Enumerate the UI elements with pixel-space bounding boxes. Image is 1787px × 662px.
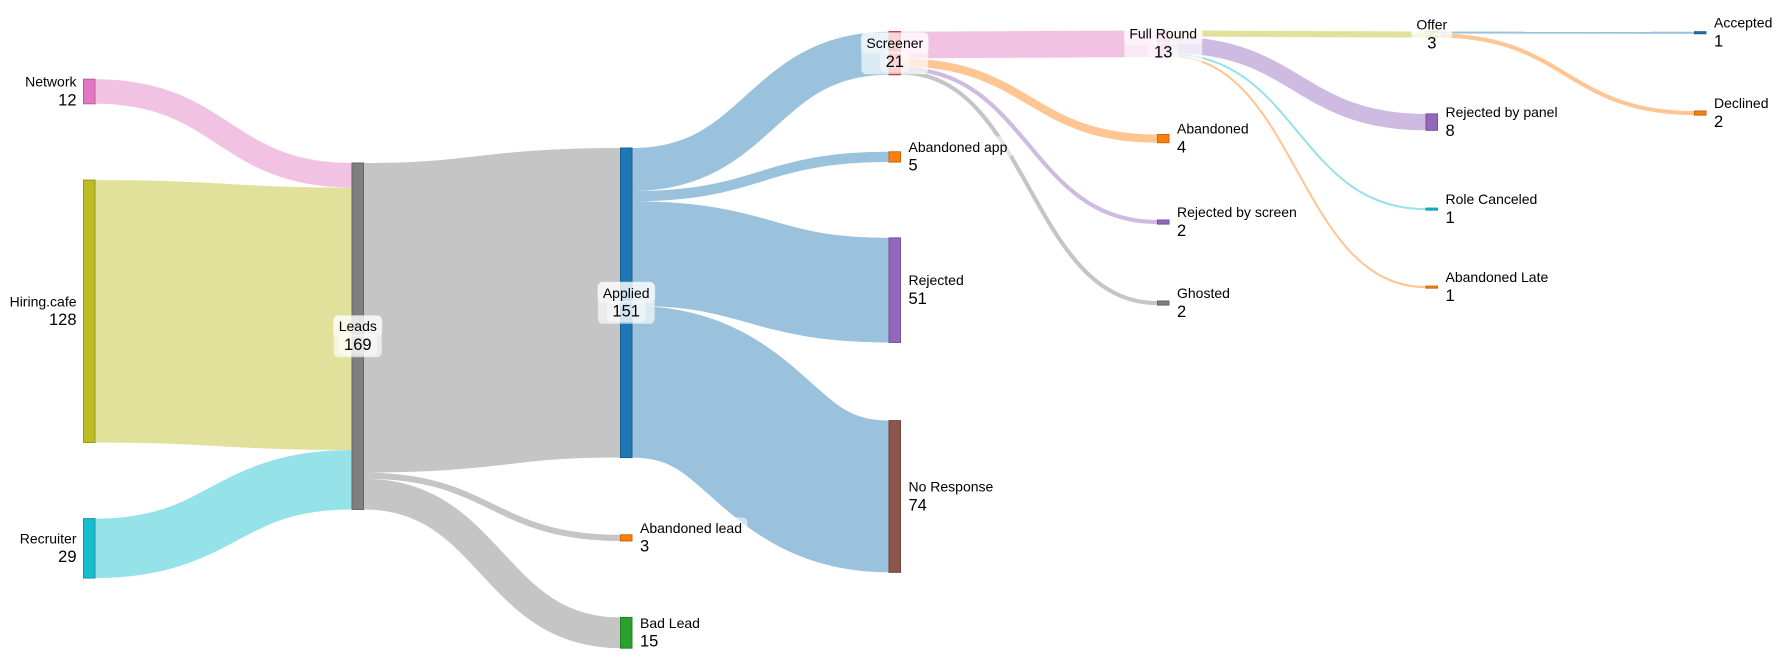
svg-text:74: 74 [909,496,927,514]
svg-text:5: 5 [909,157,918,175]
svg-text:21: 21 [886,53,904,71]
svg-text:Abandoned lead: Abandoned lead [640,520,742,536]
svg-text:169: 169 [344,336,372,354]
svg-text:Rejected by panel: Rejected by panel [1446,104,1558,120]
svg-text:13: 13 [1154,44,1172,62]
svg-text:3: 3 [1427,34,1436,52]
svg-text:Offer: Offer [1416,17,1447,33]
svg-text:Hiring.cafe: Hiring.cafe [10,293,77,309]
svg-text:Ghosted: Ghosted [1177,285,1230,301]
svg-text:15: 15 [640,633,658,651]
svg-text:Applied: Applied [603,285,650,301]
svg-text:Role Canceled: Role Canceled [1446,191,1538,207]
svg-text:Recruiter: Recruiter [20,530,77,546]
svg-text:2: 2 [1714,113,1723,131]
svg-text:Leads: Leads [339,318,377,334]
svg-text:2: 2 [1177,303,1186,321]
svg-text:2: 2 [1177,222,1186,240]
svg-text:29: 29 [58,548,76,566]
svg-text:128: 128 [49,311,77,329]
svg-text:Abandoned: Abandoned [1177,121,1249,137]
svg-text:Full Round: Full Round [1129,26,1197,42]
svg-text:3: 3 [640,538,649,556]
svg-text:1: 1 [1446,287,1455,305]
svg-text:Abandoned app: Abandoned app [909,139,1008,155]
svg-text:Rejected: Rejected [909,272,964,288]
svg-text:Declined: Declined [1714,95,1768,111]
svg-text:12: 12 [58,91,76,109]
svg-text:151: 151 [612,303,640,321]
svg-text:Accepted: Accepted [1714,15,1772,31]
svg-text:Screener: Screener [866,35,923,51]
svg-text:Rejected by screen: Rejected by screen [1177,204,1297,220]
svg-text:8: 8 [1446,122,1455,140]
svg-text:No Response: No Response [909,479,994,495]
svg-text:Abandoned Late: Abandoned Late [1446,269,1549,285]
svg-text:1: 1 [1714,33,1723,51]
svg-text:1: 1 [1446,209,1455,227]
svg-text:4: 4 [1177,138,1186,156]
svg-text:Network: Network [25,74,77,90]
svg-text:51: 51 [909,290,927,308]
svg-text:Bad Lead: Bad Lead [640,615,700,631]
